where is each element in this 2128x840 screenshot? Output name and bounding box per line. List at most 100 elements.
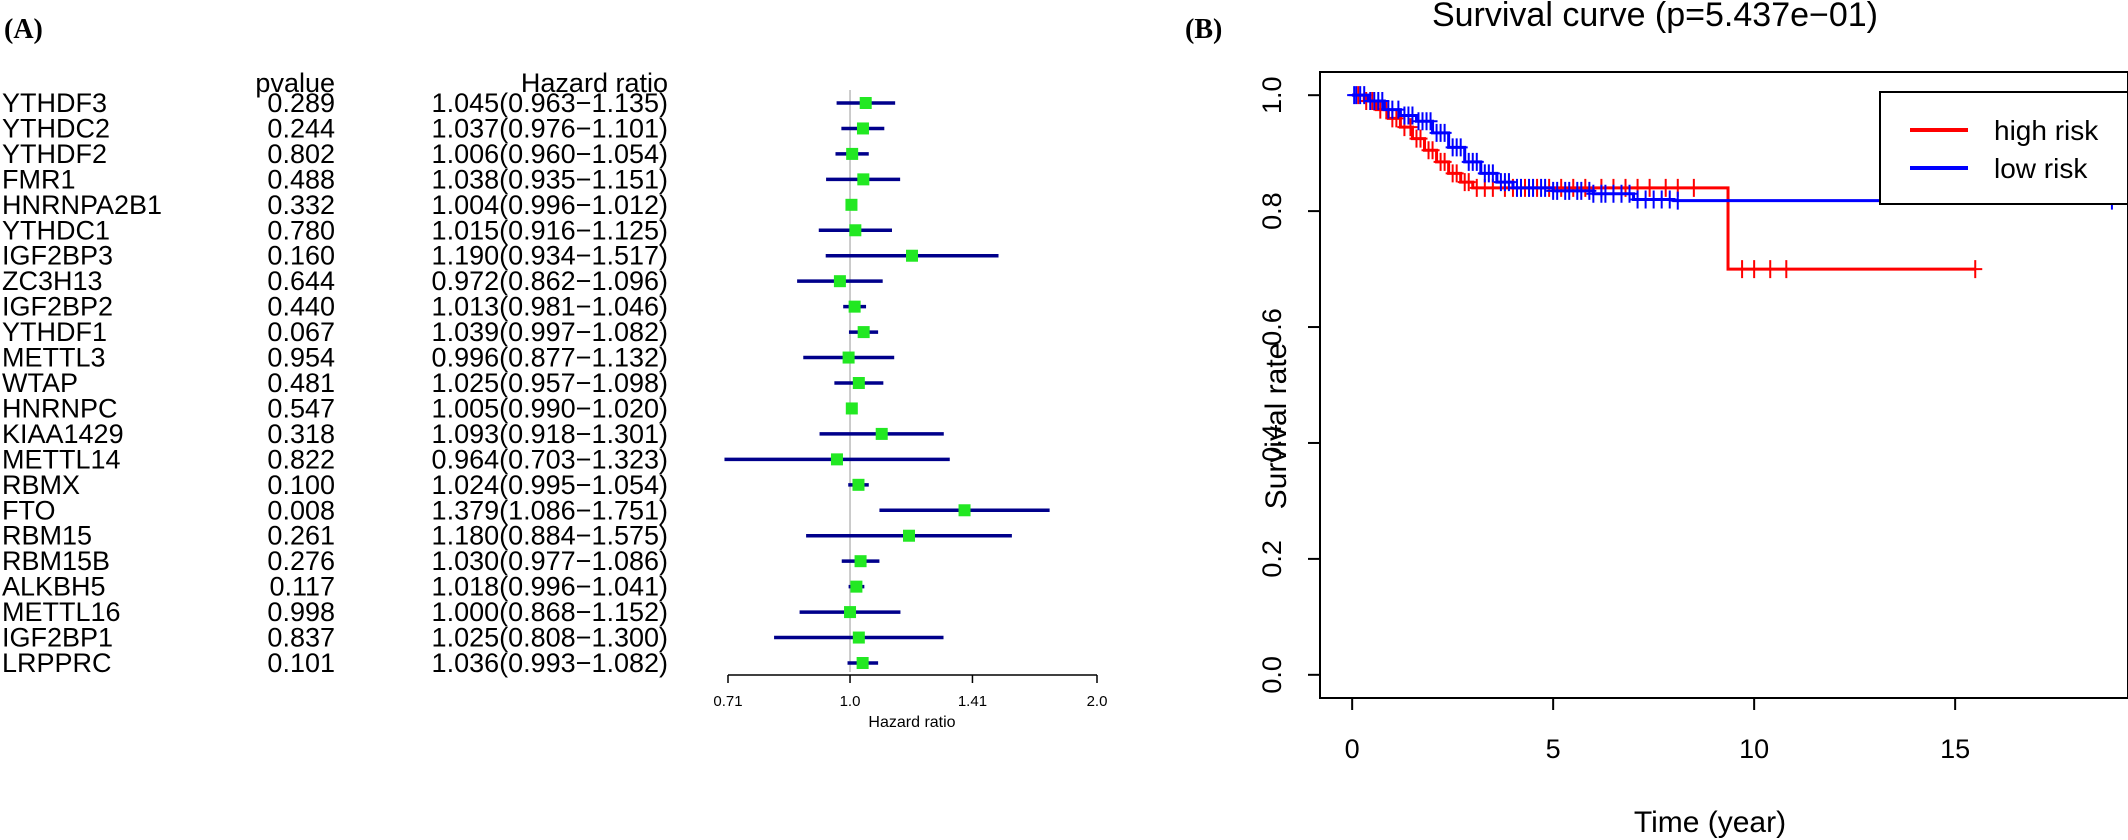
forest-row: IGF2BP2 0.440 1.013(0.981−1.046) bbox=[2, 292, 867, 322]
censor-mark bbox=[1642, 178, 1657, 197]
gene-label: METTL16 bbox=[2, 597, 121, 627]
hazard-ratio-point bbox=[856, 657, 869, 669]
forest-row: LRPPRC 0.101 1.036(0.993−1.082) bbox=[2, 648, 879, 678]
hazard-ratio-point bbox=[857, 326, 870, 339]
hazard-ratio-point bbox=[848, 300, 861, 313]
gene-label: YTHDF1 bbox=[2, 317, 107, 347]
survival-x-tick-label: 0 bbox=[1345, 734, 1360, 764]
gene-label: YTHDC1 bbox=[2, 215, 110, 245]
hazard-ratio-label: 1.039(0.997−1.082) bbox=[432, 317, 668, 347]
forest-plot: pvalue Hazard ratio YTHDF3 0.289 1.045(0.9… bbox=[2, 68, 1107, 731]
pvalue-label: 0.488 bbox=[267, 164, 335, 194]
hazard-ratio-point bbox=[830, 453, 843, 466]
survival-y-tick-label: 0.4 bbox=[1257, 424, 1287, 462]
survival-axes: 0.0 0.2 0.4 0.6 0.8 1.0 0 5 10 15 bbox=[1257, 76, 1970, 764]
gene-label: RBM15 bbox=[2, 521, 92, 551]
pvalue-label: 0.101 bbox=[267, 648, 335, 678]
hazard-ratio-point bbox=[859, 97, 872, 109]
panel-b-label: (B) bbox=[1185, 14, 1222, 45]
hazard-ratio-point bbox=[906, 249, 919, 262]
censor-mark bbox=[1403, 118, 1418, 137]
pvalue-label: 0.261 bbox=[267, 521, 335, 551]
hazard-ratio-point bbox=[857, 173, 870, 186]
forest-row: METTL14 0.822 0.964(0.703−1.323) bbox=[2, 444, 950, 474]
forest-row: HNRNPC 0.547 1.005(0.990−1.020) bbox=[2, 393, 858, 423]
hazard-ratio-label: 1.030(0.977−1.086) bbox=[432, 546, 668, 576]
hazard-ratio-label: 1.015(0.916−1.125) bbox=[432, 215, 668, 245]
hazard-ratio-point bbox=[958, 504, 971, 517]
legend-box bbox=[1879, 91, 2128, 205]
survival-title: Survival curve (p=5.437e−01) bbox=[1432, 0, 1878, 34]
hazard-ratio-point bbox=[854, 555, 867, 568]
hazard-ratio-label: 1.180(0.884−1.575) bbox=[432, 521, 668, 551]
censor-mark bbox=[1425, 141, 1440, 160]
censor-mark bbox=[1968, 260, 1983, 279]
censor-mark bbox=[1747, 260, 1762, 279]
pvalue-label: 0.547 bbox=[267, 393, 335, 423]
hazard-ratio-label: 1.024(0.995−1.054) bbox=[432, 470, 668, 500]
survival-y-tick-label: 0.8 bbox=[1257, 192, 1287, 230]
hazard-ratio-point bbox=[846, 147, 859, 160]
hazard-ratio-point bbox=[845, 402, 858, 415]
pvalue-label: 0.244 bbox=[267, 113, 335, 143]
pvalue-column-header: pvalue bbox=[255, 68, 335, 98]
gene-label: FMR1 bbox=[2, 164, 76, 194]
censor-mark bbox=[1686, 178, 1701, 197]
survival-x-axis-title: Time (year) bbox=[1634, 806, 1786, 839]
hazard-ratio-label: 1.038(0.935−1.151) bbox=[432, 164, 668, 194]
hazard-ratio-point bbox=[845, 198, 858, 211]
censor-mark bbox=[1437, 123, 1452, 142]
hazard-ratio-label: 1.025(0.957−1.098) bbox=[432, 368, 668, 398]
hazard-ratio-label: 0.996(0.877−1.132) bbox=[432, 343, 668, 373]
pvalue-label: 0.822 bbox=[267, 444, 335, 474]
hazard-ratio-point bbox=[852, 478, 865, 491]
censor-mark bbox=[1538, 178, 1553, 197]
censor-mark bbox=[1622, 184, 1637, 203]
forest-row: ZC3H13 0.644 0.972(0.862−1.096) bbox=[2, 266, 883, 296]
hazard-ratio-label: 1.000(0.868−1.152) bbox=[432, 597, 668, 627]
forest-row: FTO 0.008 1.379(1.086−1.751) bbox=[2, 495, 1050, 525]
pvalue-label: 0.998 bbox=[267, 597, 335, 627]
forest-row: IGF2BP3 0.160 1.190(0.934−1.517) bbox=[2, 241, 999, 271]
censor-mark bbox=[1485, 164, 1500, 183]
gene-label: ALKBH5 bbox=[2, 572, 106, 602]
legend-label: high risk bbox=[1994, 115, 2099, 146]
hazard-ratio-label: 1.013(0.981−1.046) bbox=[432, 292, 668, 322]
gene-label: HNRNPA2B1 bbox=[2, 190, 162, 220]
censor-mark bbox=[1453, 138, 1468, 157]
censor-mark bbox=[1501, 173, 1516, 192]
hazard-ratio-label: 1.006(0.960−1.054) bbox=[432, 139, 668, 169]
survival-y-tick-label: 0.2 bbox=[1257, 540, 1287, 578]
forest-row: IGF2BP1 0.837 1.025(0.808−1.300) bbox=[2, 623, 944, 653]
hazard-ratio-label: 0.972(0.862−1.096) bbox=[432, 266, 668, 296]
pvalue-label: 0.802 bbox=[267, 139, 335, 169]
gene-label: IGF2BP1 bbox=[2, 623, 113, 653]
censor-mark bbox=[1423, 112, 1438, 131]
legend-label: low risk bbox=[1994, 153, 2088, 184]
survival-x-tick-label: 15 bbox=[1940, 734, 1970, 764]
pvalue-label: 0.318 bbox=[267, 419, 335, 449]
forest-row: KIAA1429 0.318 1.093(0.918−1.301) bbox=[2, 419, 944, 449]
panel-a-label: (A) bbox=[4, 14, 43, 45]
gene-label: IGF2BP3 bbox=[2, 241, 113, 271]
hazard-ratio-label: 1.037(0.976−1.101) bbox=[432, 113, 668, 143]
gene-label: RBMX bbox=[2, 470, 80, 500]
hazard-ratio-column-header: Hazard ratio bbox=[521, 68, 668, 98]
forest-x-tick-label: 1.41 bbox=[958, 693, 987, 710]
hazard-ratio-point bbox=[833, 275, 846, 288]
pvalue-label: 0.837 bbox=[267, 623, 335, 653]
censor-mark bbox=[1437, 152, 1452, 171]
censor-mark bbox=[1449, 164, 1464, 183]
gene-label: YTHDF2 bbox=[2, 139, 107, 169]
pvalue-label: 0.780 bbox=[267, 215, 335, 245]
forest-row: HNRNPA2B1 0.332 1.004(0.996−1.012) bbox=[2, 190, 858, 220]
pvalue-label: 0.160 bbox=[267, 241, 335, 271]
pvalue-label: 0.644 bbox=[267, 266, 335, 296]
censor-mark bbox=[1763, 260, 1778, 279]
censor-mark bbox=[1461, 173, 1476, 192]
gene-label: RBM15B bbox=[2, 546, 110, 576]
pvalue-label: 0.008 bbox=[267, 495, 335, 525]
hazard-ratio-point bbox=[844, 606, 857, 619]
hazard-ratio-point bbox=[852, 377, 865, 389]
